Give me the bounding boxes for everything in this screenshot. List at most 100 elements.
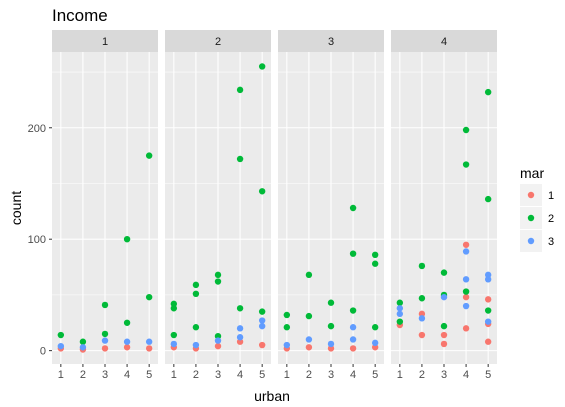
data-point-mar-3 (79, 344, 87, 351)
data-point-mar-1 (236, 338, 244, 345)
data-point-mar-3 (258, 317, 266, 324)
data-point-mar-2 (283, 311, 291, 319)
data-point-mar-2 (170, 331, 178, 339)
legend-label: 3 (548, 236, 554, 248)
chart-title: Income (52, 6, 108, 25)
legend-item-1: 1 (520, 184, 554, 206)
data-point-mar-2 (462, 288, 470, 295)
data-point-mar-2 (79, 338, 87, 345)
data-point-mar-2 (236, 305, 244, 312)
data-point-mar-2 (170, 300, 178, 308)
x-axis-title: urban (254, 388, 290, 404)
facet-panel-2: 2 1 2 3 4 5 (165, 30, 271, 381)
data-point-mar-3 (283, 341, 291, 349)
data-point-mar-2 (349, 250, 357, 257)
data-point-mar-2 (192, 290, 200, 297)
x-tick-label: 5 (372, 369, 378, 381)
x-tick-label: 2 (80, 369, 86, 381)
facet-strip-label: 3 (328, 36, 334, 48)
data-point-mar-3 (462, 248, 470, 255)
data-point-mar-2 (396, 299, 404, 306)
data-point-mar-1 (418, 331, 426, 339)
data-point-mar-2 (145, 152, 153, 159)
data-point-mar-3 (305, 336, 313, 343)
data-point-mar-2 (57, 331, 65, 339)
x-tick-label: 2 (306, 369, 312, 381)
data-point-mar-3 (236, 325, 244, 332)
facet-panel-1: 1 1 2 3 4 5 (52, 30, 158, 381)
data-point-mar-3 (214, 337, 222, 344)
data-point-mar-2 (371, 251, 379, 258)
data-point-mar-2 (236, 86, 244, 94)
data-point-mar-3 (170, 340, 178, 348)
data-point-mar-2 (462, 126, 470, 134)
data-point-mar-2 (145, 293, 153, 301)
data-point-mar-3 (349, 336, 357, 343)
legend-title: mar (520, 165, 544, 181)
x-tick-label: 5 (259, 369, 265, 381)
facet-strip (165, 30, 271, 52)
data-point-mar-1 (462, 241, 470, 248)
facet-strip-label: 1 (102, 36, 108, 48)
data-point-mar-1 (305, 344, 313, 351)
data-point-mar-2 (305, 312, 313, 320)
data-point-mar-2 (440, 322, 448, 330)
data-point-mar-1 (462, 325, 470, 332)
facet-panel-3: 3 1 2 3 4 5 (278, 30, 384, 381)
data-point-mar-3 (484, 318, 492, 325)
data-point-mar-2 (349, 204, 357, 212)
data-point-mar-3 (484, 271, 492, 279)
data-point-mar-1 (123, 344, 131, 351)
data-point-mar-1 (258, 341, 266, 349)
data-point-mar-3 (484, 276, 492, 283)
x-tick-label: 1 (171, 369, 177, 381)
data-point-mar-3 (396, 310, 404, 318)
data-point-mar-2 (484, 195, 492, 203)
data-point-mar-2 (396, 318, 404, 325)
x-tick-label: 4 (237, 369, 243, 381)
data-point-mar-3 (462, 302, 470, 310)
legend-label: 1 (548, 190, 554, 202)
data-point-mar-3 (101, 337, 109, 344)
data-point-mar-2 (327, 322, 335, 330)
data-point-mar-2 (418, 295, 426, 302)
data-point-mar-2 (258, 188, 266, 195)
x-tick-label: 1 (397, 369, 403, 381)
data-point-mar-2 (283, 324, 291, 331)
facet-strip (278, 30, 384, 52)
facet-strip-label: 4 (441, 36, 447, 48)
x-tick-label: 1 (58, 369, 64, 381)
facet-strip (391, 30, 497, 52)
facet-strip-label: 2 (215, 36, 221, 48)
data-point-mar-3 (192, 341, 200, 349)
legend-item-2: 2 (520, 207, 554, 229)
legend-key-point (527, 214, 535, 222)
x-tick-label: 1 (284, 369, 290, 381)
data-point-mar-3 (396, 305, 404, 312)
legend-key-point (527, 191, 535, 199)
y-tick-label: 100 (28, 234, 46, 246)
data-point-mar-1 (371, 344, 379, 351)
data-point-mar-2 (258, 308, 266, 315)
y-tick-label: 200 (28, 123, 46, 135)
data-point-mar-2 (123, 319, 131, 326)
data-point-mar-3 (440, 293, 448, 301)
data-point-mar-3 (349, 324, 357, 331)
legend-key-point (527, 237, 535, 245)
data-point-mar-2 (371, 260, 379, 267)
x-tick-label: 3 (102, 369, 108, 381)
data-point-mar-2 (192, 324, 200, 331)
x-tick-label: 5 (146, 369, 152, 381)
data-point-mar-1 (484, 338, 492, 345)
data-point-mar-3 (462, 276, 470, 283)
data-point-mar-2 (371, 324, 379, 331)
data-point-mar-2 (236, 155, 244, 163)
data-point-mar-2 (484, 307, 492, 314)
data-point-mar-2 (258, 63, 266, 70)
x-tick-label: 5 (485, 369, 491, 381)
data-point-mar-1 (101, 345, 109, 352)
data-point-mar-2 (327, 299, 335, 306)
y-axis: 0 100 200 (28, 123, 52, 358)
facet-panels: 1 1 2 3 4 5 2 1 2 3 4 5 3 1 2 3 4 5 4 1 2 3 4 5 (52, 30, 497, 381)
